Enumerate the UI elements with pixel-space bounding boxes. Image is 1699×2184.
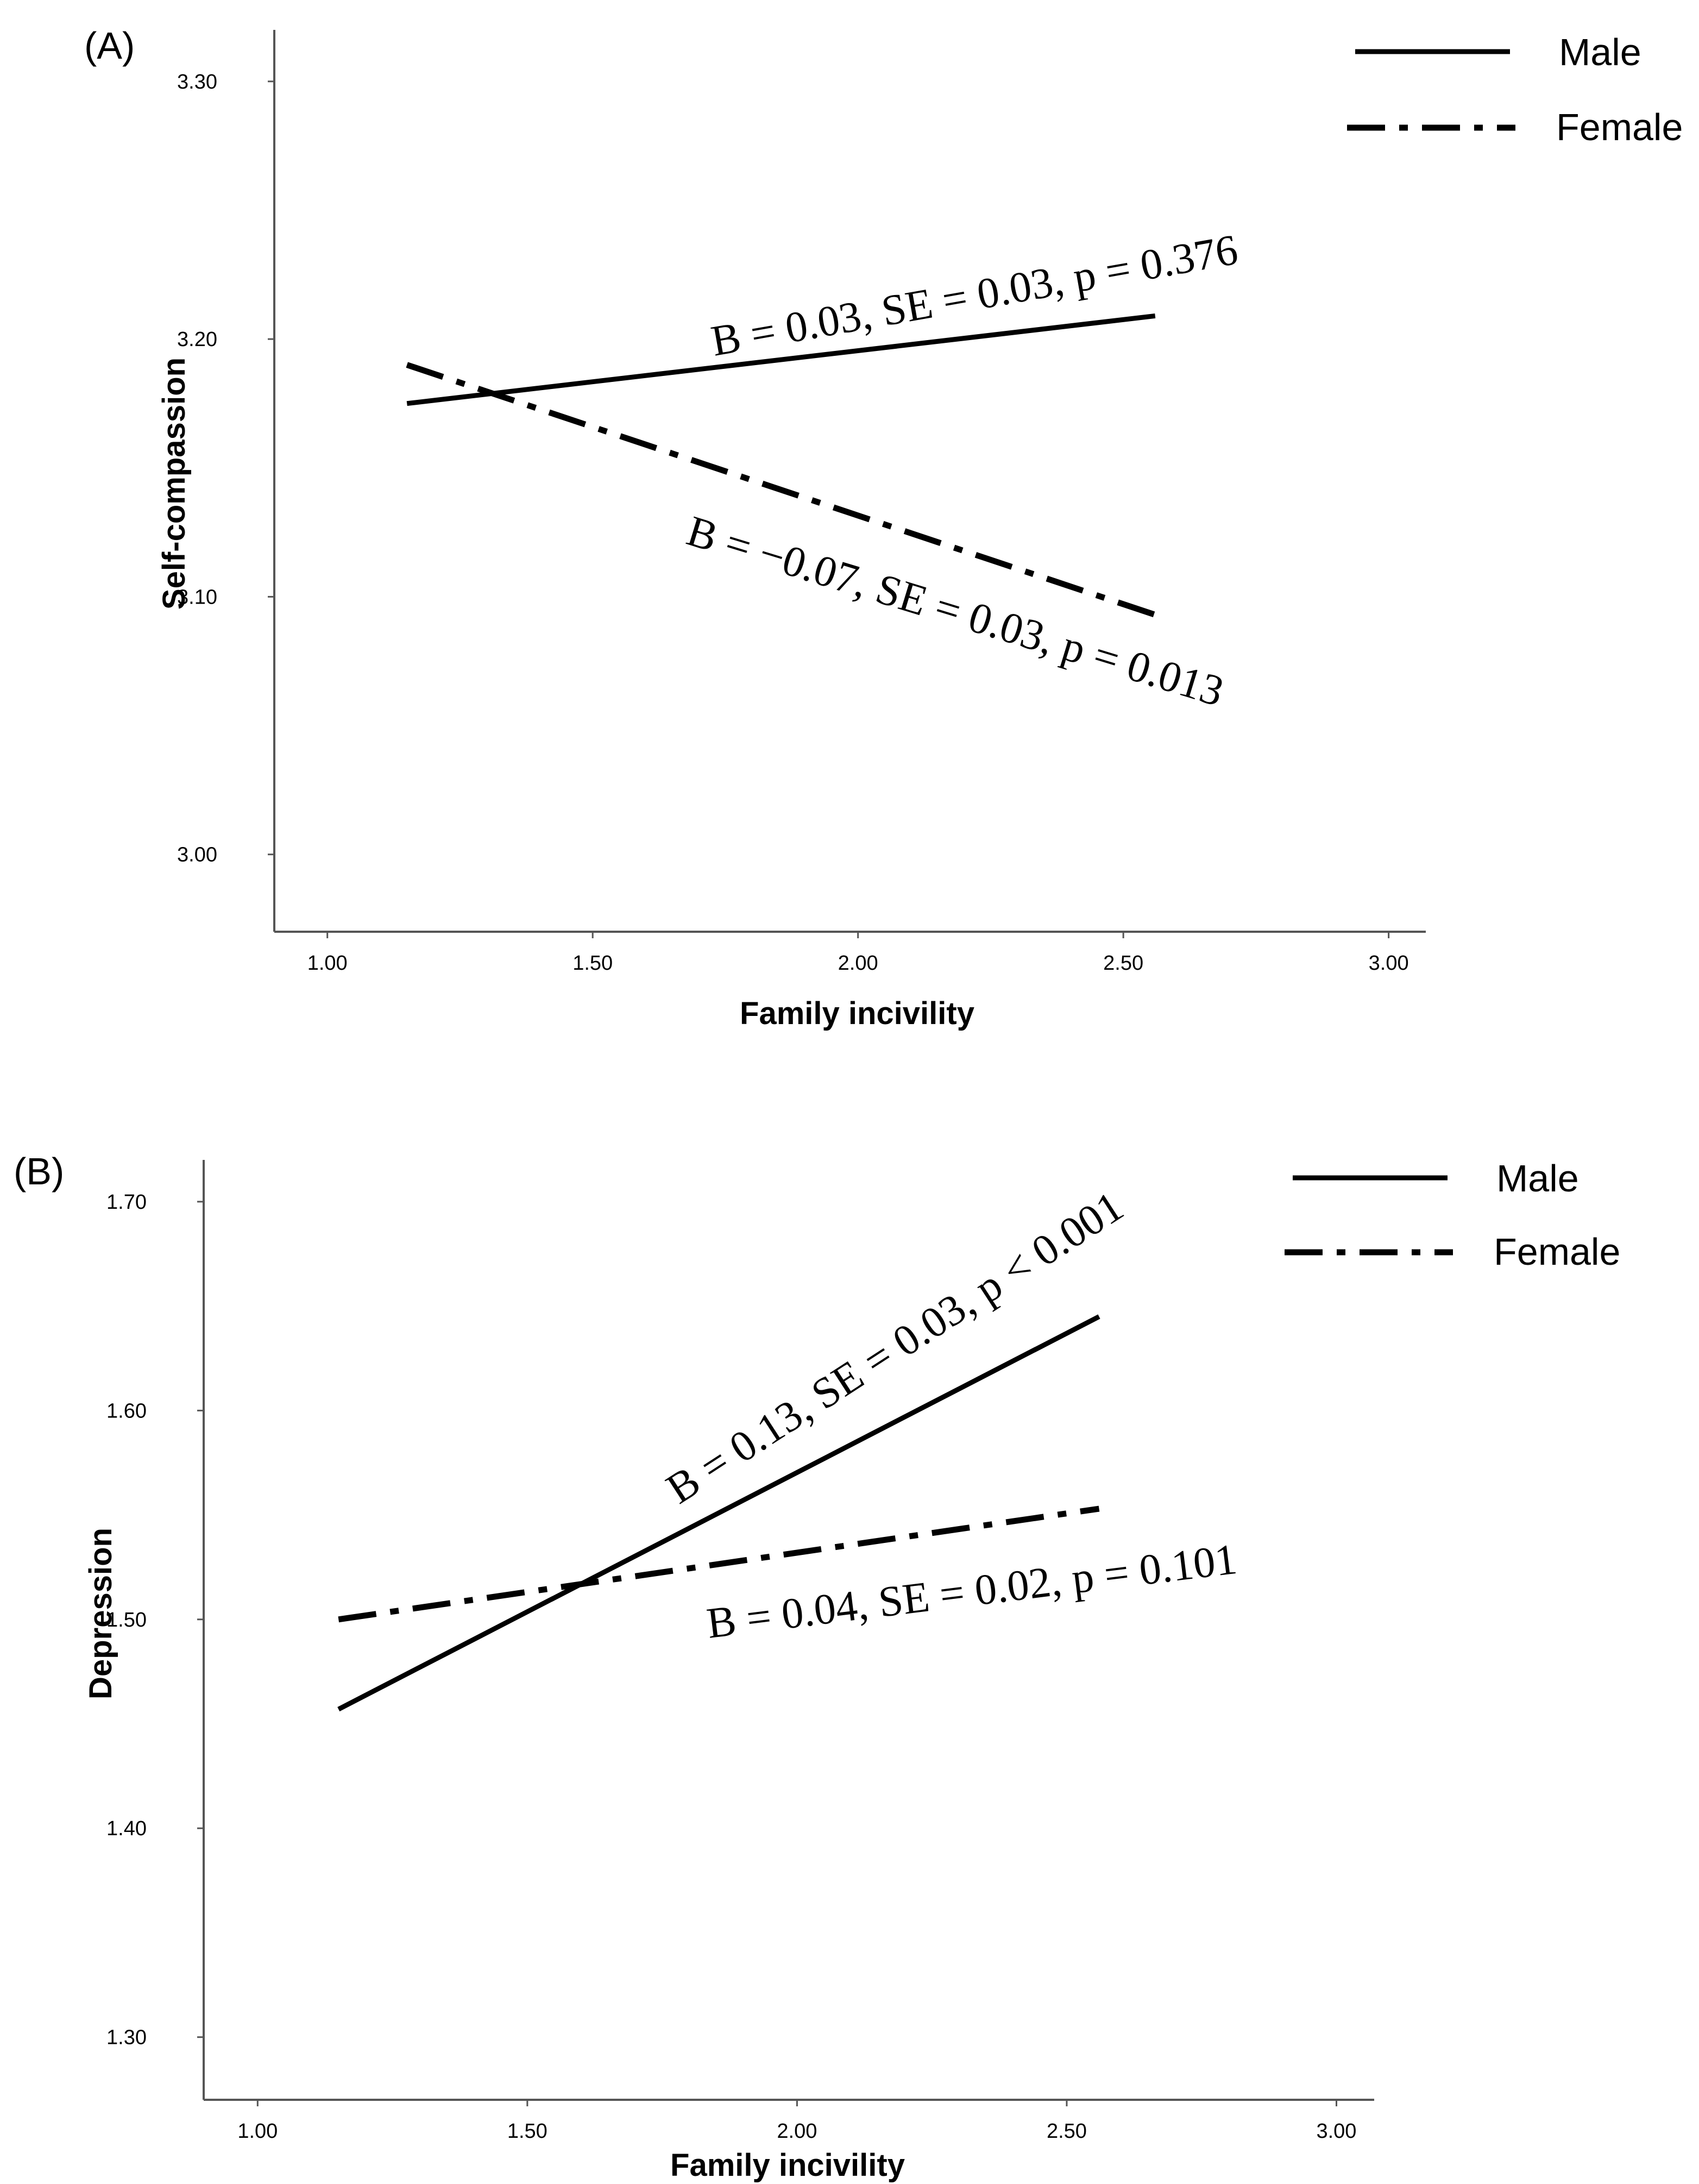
legend-female-label: Female <box>1494 1231 1620 1273</box>
panel-label: (A) <box>84 24 135 67</box>
y-ticks: 1.30 1.40 1.50 1.60 1.70 <box>106 1191 204 2049</box>
y-axis-title: Self-compassion <box>156 357 192 610</box>
x-tick-label: 2.00 <box>838 952 878 975</box>
y-tick-label: 3.10 <box>177 586 217 608</box>
male-series-line <box>406 313 1156 406</box>
x-tick-label: 1.50 <box>507 2120 548 2143</box>
x-tick-label: 2.50 <box>1047 2120 1087 2143</box>
x-tick-label: 1.00 <box>307 952 348 975</box>
y-tick-label: 3.00 <box>177 844 217 867</box>
y-tick-label: 3.30 <box>177 71 217 93</box>
legend-male-label: Male <box>1496 1157 1579 1200</box>
y-ticks: 3.00 3.10 3.20 3.30 <box>177 71 274 867</box>
male-annotation: B = 0.03, SE = 0.03, p = 0.376 <box>708 226 1241 366</box>
y-tick-label: 1.60 <box>106 1399 147 1422</box>
legend: Male Female <box>1347 31 1683 148</box>
panel-b-chart: (B) 1.30 1.40 1.50 1.60 1.70 1.00 1.50 2.00 2.5… <box>14 1150 1620 2183</box>
x-axis-title: Family incivility <box>740 996 974 1031</box>
x-tick-label: 2.00 <box>777 2120 817 2143</box>
x-axis-title: Family incivility <box>670 2148 905 2183</box>
legend-male-label: Male <box>1559 31 1641 73</box>
y-tick-label: 3.20 <box>177 328 217 351</box>
panel-a-chart: (A) 3.00 3.10 3.20 3.30 1.00 1.50 2.00 2.50 3.0… <box>84 24 1683 1031</box>
x-tick-label: 1.00 <box>237 2120 278 2143</box>
y-tick-label: 1.30 <box>106 2026 147 2049</box>
y-tick-label: 1.40 <box>106 1817 147 1840</box>
x-tick-label: 3.00 <box>1316 2120 1356 2143</box>
x-tick-label: 2.50 <box>1103 952 1143 975</box>
female-series-line <box>406 362 1156 618</box>
y-axis-title: Depression <box>83 1528 118 1699</box>
female-series-line <box>338 1505 1100 1623</box>
x-tick-label: 1.50 <box>572 952 613 975</box>
legend-female-label: Female <box>1556 106 1683 148</box>
x-ticks: 1.00 1.50 2.00 2.50 3.00 <box>237 2100 1356 2143</box>
panel-label: (B) <box>14 1150 64 1193</box>
y-tick-label: 1.70 <box>106 1191 147 1214</box>
male-annotation: B = 0.13, SE = 0.03, p < 0.001 <box>658 1182 1132 1513</box>
legend: Male Female <box>1285 1157 1620 1273</box>
x-tick-label: 3.00 <box>1369 952 1409 975</box>
x-ticks: 1.00 1.50 2.00 2.50 3.00 <box>307 932 1409 975</box>
y-tick-label: 1.50 <box>106 1609 147 1631</box>
male-series-line <box>337 1314 1100 1712</box>
